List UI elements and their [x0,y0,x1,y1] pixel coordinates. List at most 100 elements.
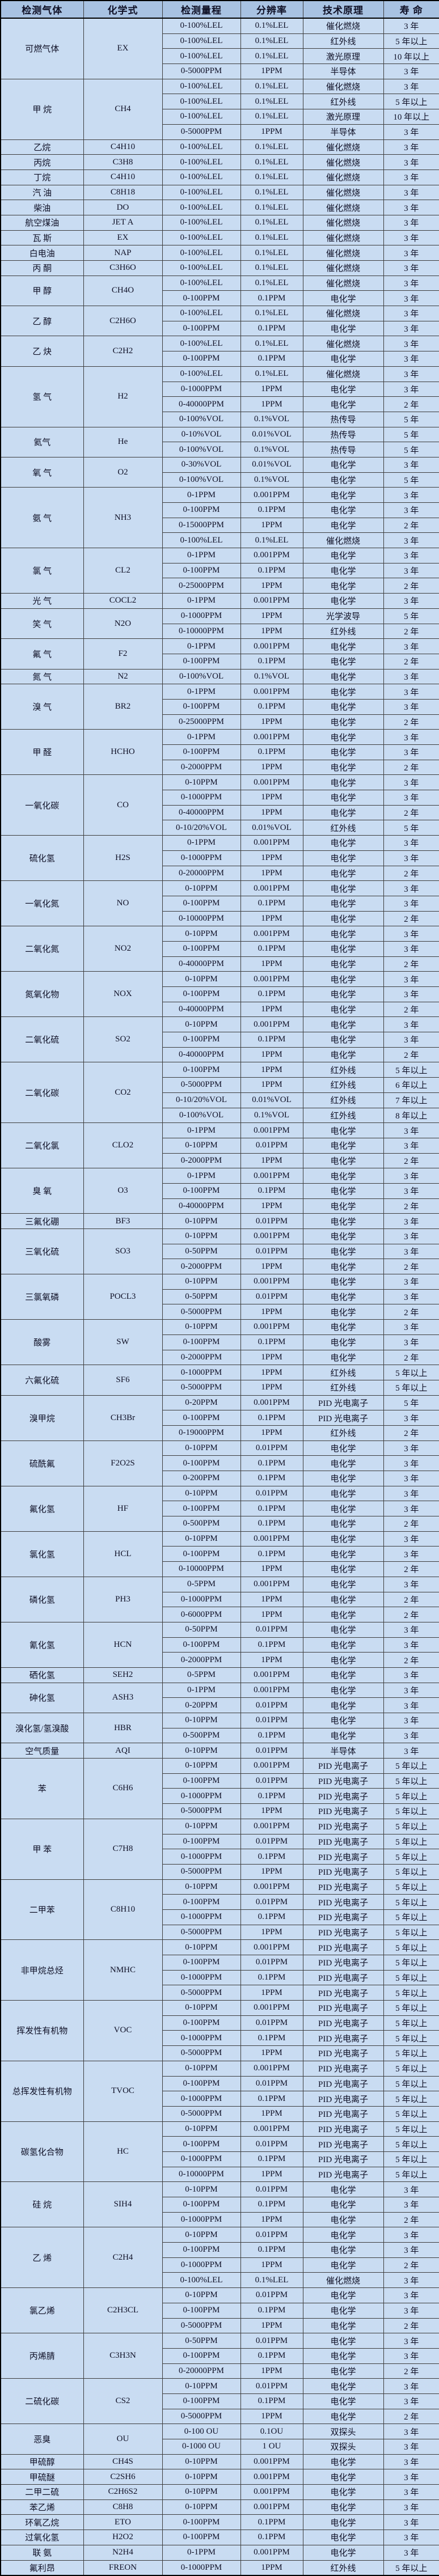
table-row: 0-100PPM 0.01PPM PID 光电离子 5 年以上 [1,1773,439,1789]
life-cell: 3 年 [383,63,439,79]
principle-cell: 电化学 [302,396,384,412]
resolution-cell: 0.1PPM [240,895,303,912]
range-cell: 0-500PPM [162,1727,241,1744]
gas-name-cell: 二氧化硫 [0,1016,84,1063]
life-cell: 3 年 [383,790,439,806]
range-cell: 0-100PPM [162,698,241,715]
principle-cell: 电化学 [302,1607,384,1622]
gas-name-cell: 空气质量 [0,1743,84,1759]
range-cell: 0-100PPM [162,1183,241,1199]
range-cell: 0-100PPM [162,1032,241,1048]
resolution-cell: 0.001PPM [240,1168,303,1184]
formula-cell: CO [83,774,163,836]
principle-cell: 电化学 [302,1727,384,1744]
formula-cell: H2 [83,366,163,427]
resolution-cell: 0.001PPM [240,1228,303,1244]
gas-name-cell: 可燃气体 [0,18,84,79]
life-cell: 2 年 [383,653,439,670]
principle-cell: 红外线 [302,1077,384,1093]
formula-cell: HF [83,1485,163,1532]
life-cell: 2 年 [383,1349,439,1366]
column-header-5: 寿 命 [383,0,439,19]
formula-cell: C3H3N [83,2333,163,2379]
life-cell: 2 年 [383,1607,439,1622]
table-row: 0-1000PPM 1PPM 电化学 3 年 [1,790,439,806]
life-cell: 5 年 [383,426,439,443]
resolution-cell: 0.001PPM [240,487,303,503]
table-row: 0-1000 OU 1 OU 双探头 3 年 [1,2439,439,2455]
principle-cell: PID 光电离子 [302,1955,384,1971]
gas-name-cell: 环氧乙烷 [0,2514,84,2531]
range-cell: 0-100PPM [162,653,241,670]
resolution-cell: 1PPM [240,1652,303,1668]
formula-cell: C2H6S2 [83,2484,163,2500]
principle-cell: PID 光电离子 [302,2151,384,2167]
life-cell: 10 年以上 [383,48,439,65]
formula-cell: OU [83,2424,163,2455]
range-cell: 0-10PPM [162,2000,241,2016]
life-cell: 5 年以上 [383,1818,439,1834]
resolution-cell: 0.1PPM [240,502,303,518]
resolution-cell: 0.1PPM [240,2393,303,2409]
principle-cell: 催化燃烧 [302,260,384,276]
principle-cell: 半导体 [302,63,384,79]
table-row: 0-5000PPM 1PPM PID 光电离子 5 年以上 [1,1863,439,1880]
resolution-cell: 0.1%VOL [240,1107,303,1124]
gas-name-cell: 一氧化碳 [0,774,84,836]
resolution-cell: 0.01PPM [240,1289,303,1305]
range-cell: 0-10000PPM [162,1561,241,1577]
range-cell: 0-100PPM [162,1637,241,1653]
table-row: 二硫化碳 CS2 0-10PPM 0.01PPM 电化学 3 年 [0,2378,439,2425]
range-cell: 0-100PPM [162,1455,241,1471]
principle-cell: 电化学 [302,548,384,564]
range-cell: 0-10PPM [162,1758,241,1774]
table-row: 酸雾 SW 0-10PPM 0.001PPM 电化学 3 年 [0,1319,439,1366]
principle-cell: 电化学 [302,320,384,337]
gas-name-cell: 溴甲烷 [0,1395,84,1441]
resolution-cell: 0.1PPM [240,2514,303,2531]
table-row: 溴化氢/氢溴酸 HBR 0-10PPM 0.01PPM 电化学 3 年 [0,1712,439,1744]
formula-cell: HC [83,2121,163,2183]
resolution-cell: 0.1PPM [240,1471,303,1486]
table-row: 0-5000PPM 1PPM 电化学 2 年 [1,1304,439,1320]
range-cell: 0-50PPM [162,1243,241,1260]
life-cell: 2 年 [383,2408,439,2425]
range-cell: 0-2000PPM [162,1652,241,1668]
range-cell: 0-10PPM [162,1137,241,1154]
range-cell: 0-1000PPM [162,1365,241,1380]
range-cell: 0-10PPM [162,1818,241,1834]
life-cell: 3 年 [383,366,439,382]
life-cell: 3 年 [383,1637,439,1653]
principle-cell: 催化燃烧 [302,200,384,215]
formula-cell: H2O2 [83,2530,163,2545]
life-cell: 3 年 [383,548,439,564]
principle-cell: 电化学 [302,1334,384,1350]
formula-cell: CO2 [83,1062,163,1124]
range-cell: 0-1000PPM [162,1969,241,1986]
resolution-cell: 0.1PPM [240,1183,303,1199]
principle-cell: 电化学 [302,895,384,912]
range-cell: 0-10/20%VOL [162,820,241,836]
range-cell: 0-1PPM [162,2544,241,2561]
range-cell: 0-100%VOL [162,1107,241,1124]
formula-cell: ETO [83,2514,163,2531]
resolution-cell: 0.1%LEL [240,230,303,246]
life-cell: 3 年 [383,880,439,896]
principle-cell: PID 光电离子 [302,1969,384,1986]
formula-cell: C2H6O [83,306,163,337]
range-cell: 0-19000PPM [162,1425,241,1441]
table-row: 白电油 NAP 0-100%LEL 0.1%LEL 催化燃烧 3 年 [0,245,439,261]
resolution-cell: 0.01PPM [240,1137,303,1154]
resolution-cell: 0.001PPM [240,2484,303,2500]
table-row: 0-6000PPM 1PPM 电化学 2 年 [1,1607,439,1622]
principle-cell: 激光原理 [302,48,384,65]
resolution-cell: 1PPM [240,1001,303,1018]
life-cell: 2 年 [383,2363,439,2379]
principle-cell: 电化学 [302,1501,384,1517]
table-row: 硅 烷 SIH4 0-10PPM 0.01PPM 电化学 3 年 [0,2181,439,2228]
range-cell: 0-100PPM [162,1062,241,1078]
life-cell: 3 年 [383,2302,439,2319]
gas-name-cell: 挥发性有机物 [0,2000,84,2061]
life-cell: 3 年 [383,729,439,745]
principle-cell: 催化燃烧 [302,336,384,352]
